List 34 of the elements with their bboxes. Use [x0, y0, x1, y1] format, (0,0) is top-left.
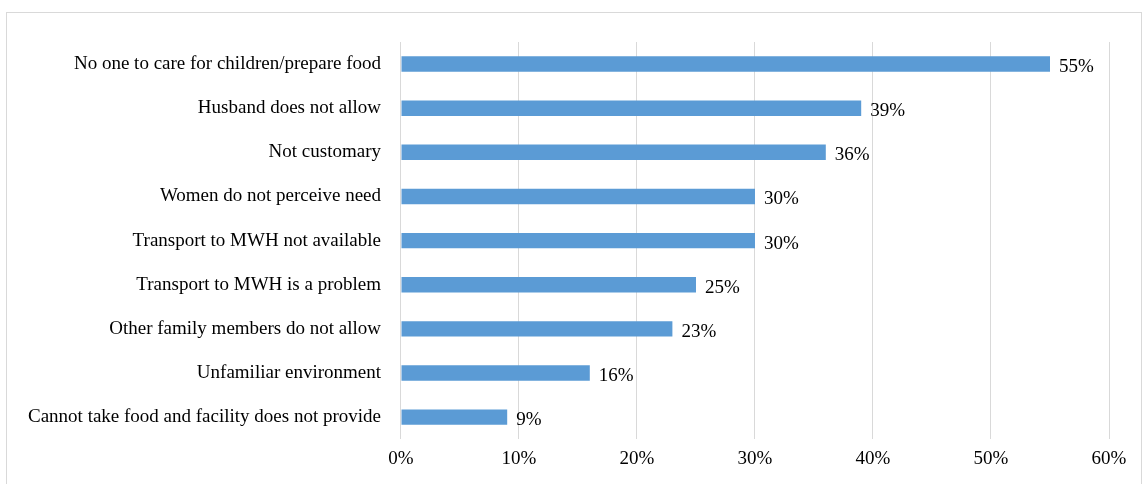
x-tick-label: 30% — [737, 446, 773, 468]
x-tick-label: 20% — [619, 446, 655, 468]
y-tick-label: Women do not perceive need — [159, 184, 382, 206]
y-tick-label: Transport to MWH not available — [132, 228, 381, 250]
bar — [401, 56, 1050, 72]
y-tick-label: Unfamiliar environment — [196, 360, 382, 382]
x-tick-label: 60% — [1091, 446, 1127, 468]
data-label: 30% — [764, 231, 799, 253]
bar — [401, 144, 826, 161]
bar — [401, 100, 862, 116]
bar — [401, 232, 755, 249]
data-label: 36% — [834, 143, 870, 165]
bar — [401, 321, 673, 337]
y-tick-label: Cannot take food and facility does not provide — [27, 405, 381, 427]
x-tick-label: 50% — [973, 446, 1009, 468]
bar — [401, 365, 590, 381]
y-tick-label: Husband does not allow — [197, 96, 382, 118]
data-label: 16% — [598, 363, 634, 385]
x-tick-label: 0% — [388, 446, 414, 468]
data-label: 39% — [870, 99, 906, 121]
bar — [401, 409, 508, 425]
data-label: 25% — [705, 275, 740, 297]
bar — [401, 277, 696, 293]
y-tick-label: Not customary — [268, 140, 382, 162]
y-tick-label: No one to care for children/prepare food — [73, 52, 382, 74]
y-tick-label: Transport to MWH is a problem — [136, 272, 382, 294]
bar — [401, 188, 755, 205]
y-tick-label: Other family members do not allow — [109, 316, 382, 338]
data-label: 30% — [764, 187, 799, 209]
data-label: 23% — [681, 319, 717, 341]
data-label: 9% — [516, 408, 542, 430]
x-tick-label: 40% — [855, 446, 891, 468]
x-tick-label: 10% — [501, 446, 537, 468]
data-label: 55% — [1059, 55, 1094, 77]
